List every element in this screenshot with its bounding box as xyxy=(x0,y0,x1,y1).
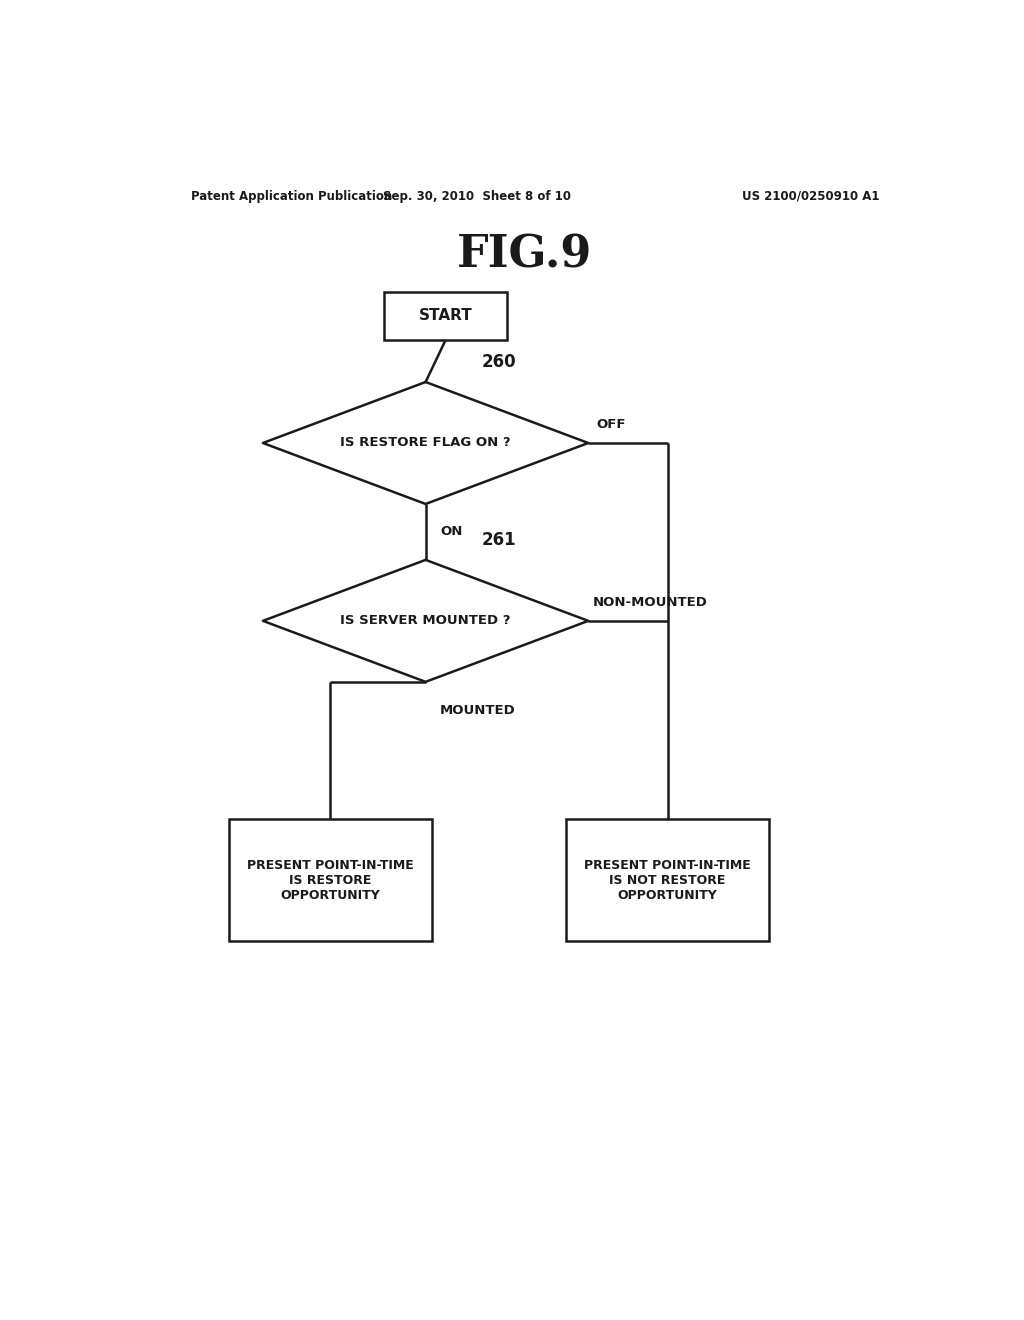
Text: ON: ON xyxy=(440,525,462,539)
Text: 261: 261 xyxy=(481,531,516,549)
Text: PRESENT POINT-IN-TIME
IS RESTORE
OPPORTUNITY: PRESENT POINT-IN-TIME IS RESTORE OPPORTU… xyxy=(247,858,414,902)
Text: FIG.9: FIG.9 xyxy=(457,234,593,276)
FancyBboxPatch shape xyxy=(384,292,507,341)
Text: Sep. 30, 2010  Sheet 8 of 10: Sep. 30, 2010 Sheet 8 of 10 xyxy=(383,190,571,202)
Text: IS SERVER MOUNTED ?: IS SERVER MOUNTED ? xyxy=(340,614,511,627)
Text: US 2100/0250910 A1: US 2100/0250910 A1 xyxy=(741,190,880,202)
Text: IS RESTORE FLAG ON ?: IS RESTORE FLAG ON ? xyxy=(340,437,511,450)
Text: NON-MOUNTED: NON-MOUNTED xyxy=(592,597,708,609)
Text: START: START xyxy=(419,309,472,323)
FancyBboxPatch shape xyxy=(229,818,431,941)
FancyBboxPatch shape xyxy=(566,818,769,941)
Text: PRESENT POINT-IN-TIME
IS NOT RESTORE
OPPORTUNITY: PRESENT POINT-IN-TIME IS NOT RESTORE OPP… xyxy=(585,858,751,902)
Text: OFF: OFF xyxy=(596,418,626,432)
Text: Patent Application Publication: Patent Application Publication xyxy=(191,190,393,202)
Text: 260: 260 xyxy=(481,352,516,371)
Text: MOUNTED: MOUNTED xyxy=(440,704,516,717)
